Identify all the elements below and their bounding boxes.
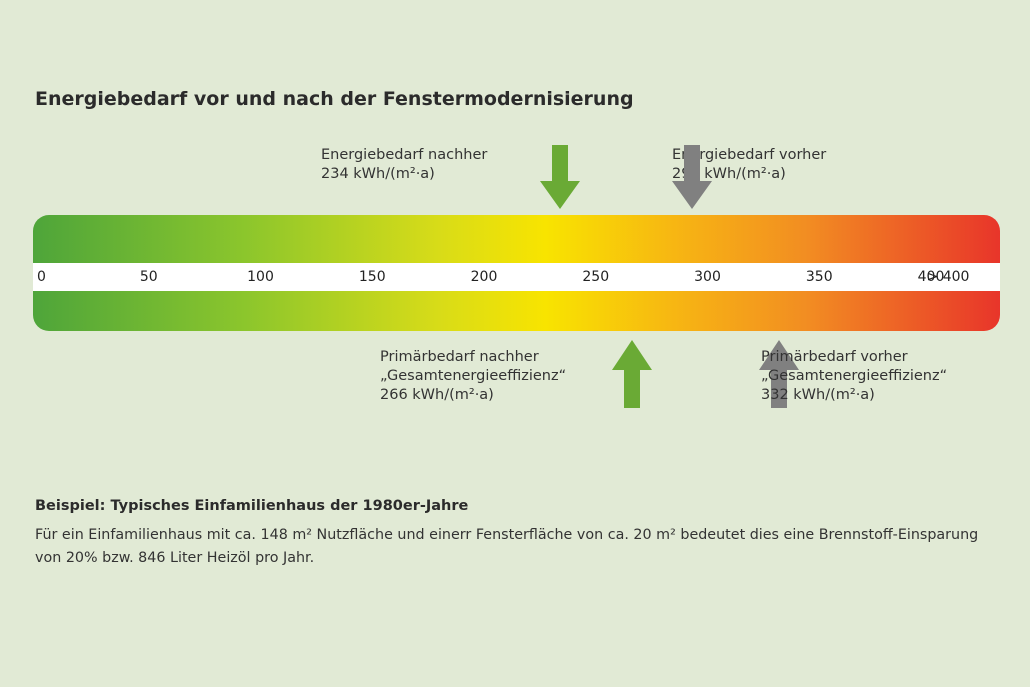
scale-tick-label: 300 — [694, 269, 721, 285]
energy-after-label: Energiebedarf nachher 234 kWh/(m²·a) — [321, 146, 487, 184]
primary-after-arrow-icon — [611, 340, 652, 408]
scale-tick-label: > 400 — [926, 269, 970, 285]
energy-scale-bar: 0 50 100 150 200 250 300 350 400 > 400 — [33, 215, 1000, 331]
primary-before-value: 332 kWh/(m²·a) — [761, 387, 875, 403]
energy-before-title: Energiebedarf vorher — [672, 147, 827, 163]
scale-tick-label: 0 — [37, 269, 46, 285]
primary-before-label: Primärbedarf vorher „Gesamtenergieeffizi… — [761, 348, 947, 405]
primary-before-arrow-icon — [759, 340, 800, 408]
energy-after-title: Energiebedarf nachher — [321, 147, 488, 163]
scale-tick-label: 100 — [247, 269, 274, 285]
scale-strip — [33, 263, 1000, 291]
primary-after-label: Primärbedarf nachher „Gesamtenergieeffiz… — [380, 348, 566, 405]
primary-after-value: 266 kWh/(m²·a) — [380, 387, 494, 403]
energy-after-value: 234 kWh/(m²·a) — [321, 166, 435, 182]
energy-before-label: Energiebedarf vorher 293 kWh/(m²·a) — [672, 146, 826, 184]
example-text: Für ein Einfamilienhaus mit ca. 148 m² N… — [35, 527, 979, 566]
example-heading: Beispiel: Typisches Einfamilienhaus der … — [35, 498, 469, 514]
primary-before-title: Primärbedarf vorher — [761, 349, 908, 365]
primary-after-sublabel: „Gesamtenergieeffizienz“ — [380, 368, 567, 384]
energy-before-arrow-icon — [671, 145, 712, 209]
scale-tick-label: 350 — [805, 269, 833, 285]
scale-tick-label: 50 — [139, 269, 158, 285]
primary-after-title: Primärbedarf nachher — [380, 349, 539, 365]
scale-tick-label: 200 — [470, 269, 498, 285]
primary-before-sublabel: „Gesamtenergieeffizienz“ — [761, 368, 948, 384]
scale-tick-label: 150 — [358, 269, 386, 285]
energy-before-value: 293 kWh/(m²·a) — [672, 166, 786, 182]
scale-tick-label: 250 — [582, 269, 610, 285]
energy-after-arrow-icon — [539, 145, 580, 209]
scale-tick-label: 400 — [917, 269, 945, 285]
diagram-title: Energiebedarf vor und nach der Fenstermo… — [35, 88, 634, 110]
